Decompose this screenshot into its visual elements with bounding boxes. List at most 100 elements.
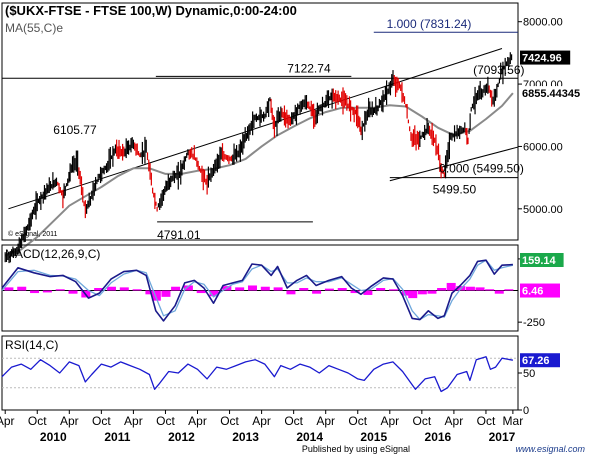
macd-line: [1, 259, 513, 322]
macd-title: MACD(12,26,9,C): [5, 247, 100, 261]
month-tick-label: Apr: [0, 414, 15, 428]
month-tick-label: Oct: [348, 414, 367, 428]
rsi-value-label-box: [520, 353, 560, 368]
price-panel-title: ($UKX-FTSE - FTSE 100,W) Dynamic,0:00-24…: [5, 3, 297, 18]
month-tick-label: Apr: [252, 414, 271, 428]
macd-histogram-bar: [209, 290, 219, 297]
macd-histogram-bar: [504, 289, 514, 291]
fib-100-label: 1.000 (7831.24): [387, 17, 472, 31]
low-5499-label: 5499.50: [433, 183, 477, 197]
month-tick-label: Oct: [284, 414, 303, 428]
price-panel-frame: [1, 2, 519, 241]
macd-histogram-bar: [465, 286, 475, 291]
macd-histogram-bar: [286, 290, 296, 295]
price-axis-tick-label: 6000.00: [523, 141, 563, 153]
year-tick-label: 2016: [425, 430, 452, 444]
month-tick-label: Mar: [503, 414, 524, 428]
macd-histogram-bar: [68, 290, 78, 294]
macd-histogram-bar: [183, 285, 193, 291]
rsi-value-label: 67.26: [522, 355, 550, 367]
rsi-title: RSI(14,C): [5, 338, 58, 352]
macd-histogram-bar: [171, 286, 181, 291]
price-trend-line: [8, 48, 503, 210]
footer-publisher-text: Published by using eSignal: [302, 444, 410, 454]
month-tick-label: Apr: [380, 414, 399, 428]
year-tick-label: 2014: [296, 430, 323, 444]
macd-histogram-bar: [30, 290, 40, 294]
month-tick-label: Apr: [124, 414, 143, 428]
rsi-panel[interactable]: 50 0 RSI(14,C) 67.26: [1, 335, 560, 417]
price-trend-line: [389, 146, 519, 182]
macd-histogram-bar: [42, 290, 52, 293]
high-7122-label: 7122.74: [287, 61, 331, 75]
footer-brand-logo: www.esignal.com: [515, 444, 585, 454]
rsi-panel-frame: [1, 335, 519, 411]
macd-value-label: 159.14: [522, 255, 557, 267]
macd-histogram-bar: [145, 290, 155, 295]
fib-0-label: 0.000 (5499.50): [439, 162, 524, 176]
macd-histogram-bar: [324, 288, 334, 291]
month-tick-label: Apr: [445, 414, 464, 428]
year-tick-label: 2013: [232, 430, 259, 444]
watermark: © eSignal, 2011: [8, 230, 58, 238]
month-tick-label: Apr: [316, 414, 335, 428]
macd-histogram-bar: [494, 290, 504, 294]
macd-histogram-bar: [401, 290, 411, 296]
macd-histogram-bar: [337, 288, 347, 291]
ma-value-label-box: [520, 86, 590, 101]
rsi-line: [1, 356, 514, 393]
macd-histogram-bar: [475, 287, 485, 291]
month-tick-label: Oct: [92, 414, 111, 428]
macd-signal-line: [1, 259, 514, 321]
macd-histogram-bar: [132, 289, 142, 291]
ma-indicator-label: MA(55,C)e: [5, 21, 63, 35]
macd-histogram-bar: [106, 286, 116, 291]
macd-histogram-bar: [151, 290, 161, 301]
macd-histogram-bar: [389, 289, 399, 291]
macd-histogram-bar: [273, 287, 283, 291]
price-axis-tick-label: 5000.00: [523, 204, 563, 216]
year-tick-label: 2017: [489, 430, 516, 444]
last-close-label: 7424.96: [522, 53, 562, 65]
month-tick-label: Apr: [188, 414, 207, 428]
rsi-axis-tick-label: 50: [523, 368, 535, 380]
macd-histogram-bar: [4, 287, 14, 291]
month-tick-label: Apr: [60, 414, 79, 428]
time-axis: Apr Oct Apr Oct Apr Oct Apr Oct Apr Oct Apr Oct Apr O…: [0, 410, 523, 444]
macd-histogram-bar: [446, 282, 456, 291]
macd-histogram-bar: [312, 290, 322, 294]
macd-histogram-bar: [299, 288, 309, 291]
macd-histogram-bar: [94, 288, 104, 291]
macd-axis-tick-label: -250: [523, 317, 545, 329]
low-4791-label: 4791.01: [157, 228, 201, 242]
macd-histogram-bar: [417, 290, 427, 295]
high-6105-label: 6105.77: [53, 123, 97, 137]
resistance-label: (7093.56): [473, 63, 524, 77]
year-tick-label: 2011: [104, 430, 130, 444]
macd-histogram-bar: [161, 290, 171, 297]
month-tick-label: Oct: [28, 414, 47, 428]
macd-histogram-bar: [17, 286, 27, 291]
year-tick-label: 2010: [40, 430, 67, 444]
macd-value-label-box: [520, 253, 564, 267]
macd-histogram-bar: [196, 290, 206, 294]
rsi-axis-tick-label: 0: [523, 405, 529, 417]
macd-histogram-bar: [437, 288, 447, 291]
macd-histogram-bar: [427, 290, 437, 294]
last-close-label-box: [520, 50, 571, 65]
footer: Published by using eSignal www.esignal.c…: [302, 444, 586, 454]
macd-histogram-bar: [408, 290, 418, 299]
macd-histogram-bar: [235, 287, 245, 291]
month-tick-label: Oct: [220, 414, 239, 428]
macd-histogram-value-label: 6.46: [522, 286, 543, 298]
month-tick-label: Oct: [156, 414, 175, 428]
macd-histogram-bar: [363, 290, 373, 295]
month-tick-label: Oct: [413, 414, 432, 428]
year-tick-label: 2015: [360, 430, 387, 444]
macd-histogram-bar: [376, 288, 386, 291]
macd-histogram-bar: [485, 289, 495, 291]
